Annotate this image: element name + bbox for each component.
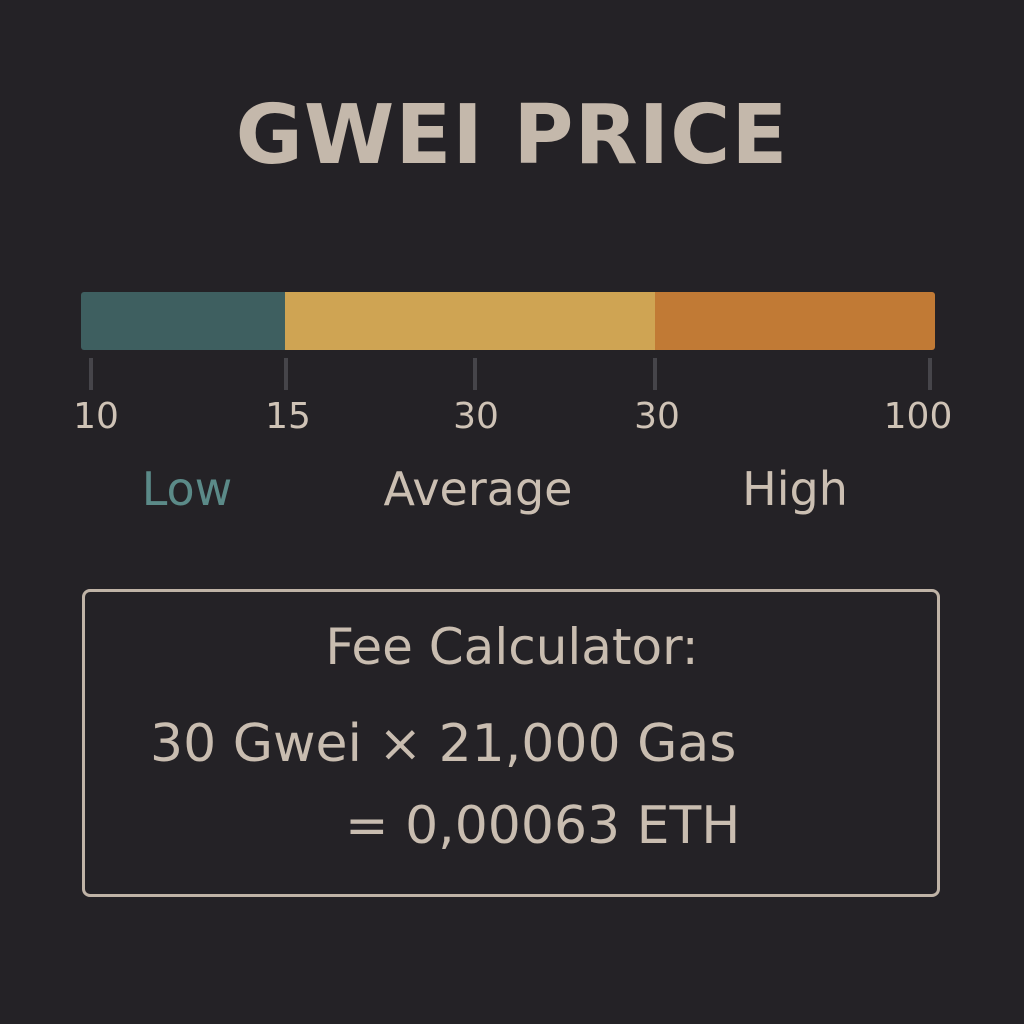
tick-label: 30 bbox=[453, 396, 499, 437]
fee-calculator-title: Fee Calculator: bbox=[325, 618, 699, 676]
segment-average bbox=[285, 292, 655, 350]
tick-mark bbox=[89, 358, 93, 390]
segment-low bbox=[81, 292, 285, 350]
fee-calculator-panel bbox=[82, 589, 940, 897]
gwei-scale-bar bbox=[81, 292, 935, 350]
segment-high bbox=[655, 292, 935, 350]
tick-mark bbox=[928, 358, 932, 390]
tick-label: 100 bbox=[883, 396, 953, 437]
tick-label: 15 bbox=[265, 396, 311, 437]
category-average: Average bbox=[383, 462, 573, 516]
fee-result: = 0,00063 ETH bbox=[345, 796, 741, 856]
tick-label: 10 bbox=[73, 396, 119, 437]
page-title: GWEI PRICE bbox=[235, 88, 789, 183]
fee-formula: 30 Gwei × 21,000 Gas bbox=[150, 714, 737, 774]
category-high: High bbox=[742, 462, 848, 516]
tick-mark bbox=[473, 358, 477, 390]
tick-label: 30 bbox=[634, 396, 680, 437]
category-low: Low bbox=[141, 462, 233, 516]
tick-mark bbox=[284, 358, 288, 390]
tick-mark bbox=[653, 358, 657, 390]
